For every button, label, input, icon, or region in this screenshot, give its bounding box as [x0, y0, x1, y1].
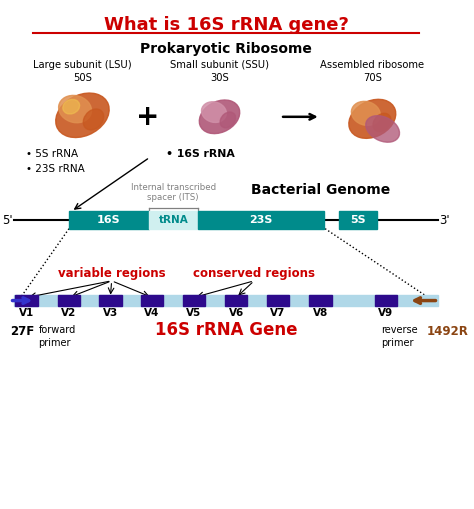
- Text: 23S: 23S: [250, 215, 273, 225]
- Text: 27F: 27F: [9, 325, 34, 338]
- Bar: [58, 295, 80, 306]
- Ellipse shape: [59, 95, 91, 123]
- Bar: [69, 211, 149, 229]
- Ellipse shape: [201, 102, 227, 123]
- Ellipse shape: [373, 114, 391, 132]
- Ellipse shape: [351, 101, 380, 125]
- Text: forward
primer: forward primer: [38, 325, 76, 348]
- Ellipse shape: [349, 99, 396, 138]
- Bar: [182, 295, 205, 306]
- Ellipse shape: [199, 100, 240, 133]
- Text: Bacterial Genome: Bacterial Genome: [251, 183, 390, 196]
- Text: conserved regions: conserved regions: [193, 267, 315, 280]
- Ellipse shape: [56, 93, 109, 137]
- Ellipse shape: [83, 109, 104, 130]
- Bar: [338, 211, 377, 229]
- Text: • 16S rRNA: • 16S rRNA: [165, 149, 234, 159]
- Bar: [14, 295, 438, 306]
- Text: Assembled ribosome
70S: Assembled ribosome 70S: [320, 60, 424, 83]
- Text: tRNA: tRNA: [159, 215, 189, 225]
- Text: V3: V3: [103, 308, 118, 318]
- Bar: [15, 295, 37, 306]
- Text: V1: V1: [18, 308, 34, 318]
- Text: V6: V6: [228, 308, 244, 318]
- Text: V7: V7: [270, 308, 286, 318]
- Text: Small subunit (SSU)
30S: Small subunit (SSU) 30S: [170, 60, 269, 83]
- Ellipse shape: [366, 116, 400, 142]
- Text: +: +: [136, 103, 159, 131]
- Text: Large subunit (LSU)
50S: Large subunit (LSU) 50S: [33, 60, 132, 83]
- Text: • 5S rRNA
• 23S rRNA: • 5S rRNA • 23S rRNA: [26, 149, 85, 174]
- Text: 16S rRNA Gene: 16S rRNA Gene: [155, 321, 298, 340]
- Text: reverse
primer: reverse primer: [381, 325, 418, 348]
- Text: Prokaryotic Ribosome: Prokaryotic Ribosome: [140, 42, 312, 56]
- Bar: [149, 211, 199, 229]
- Text: Internal transcribed
spacer (ITS): Internal transcribed spacer (ITS): [131, 183, 216, 202]
- Text: 5': 5': [2, 214, 13, 227]
- Text: 16S: 16S: [97, 215, 121, 225]
- Text: 3': 3': [439, 214, 450, 227]
- Text: V4: V4: [145, 308, 160, 318]
- Bar: [141, 295, 164, 306]
- Text: V2: V2: [61, 308, 77, 318]
- Text: variable regions: variable regions: [58, 267, 165, 280]
- Text: What is 16S rRNA gene?: What is 16S rRNA gene?: [104, 16, 349, 34]
- Text: 5S: 5S: [350, 215, 365, 225]
- Bar: [199, 211, 324, 229]
- Bar: [225, 295, 247, 306]
- Ellipse shape: [220, 112, 236, 128]
- Text: V5: V5: [186, 308, 201, 318]
- Text: V9: V9: [378, 308, 393, 318]
- Bar: [374, 295, 397, 306]
- Bar: [267, 295, 289, 306]
- Text: V8: V8: [313, 308, 328, 318]
- Ellipse shape: [63, 99, 80, 114]
- Bar: [99, 295, 121, 306]
- Text: 1492R: 1492R: [426, 325, 468, 338]
- Bar: [310, 295, 332, 306]
